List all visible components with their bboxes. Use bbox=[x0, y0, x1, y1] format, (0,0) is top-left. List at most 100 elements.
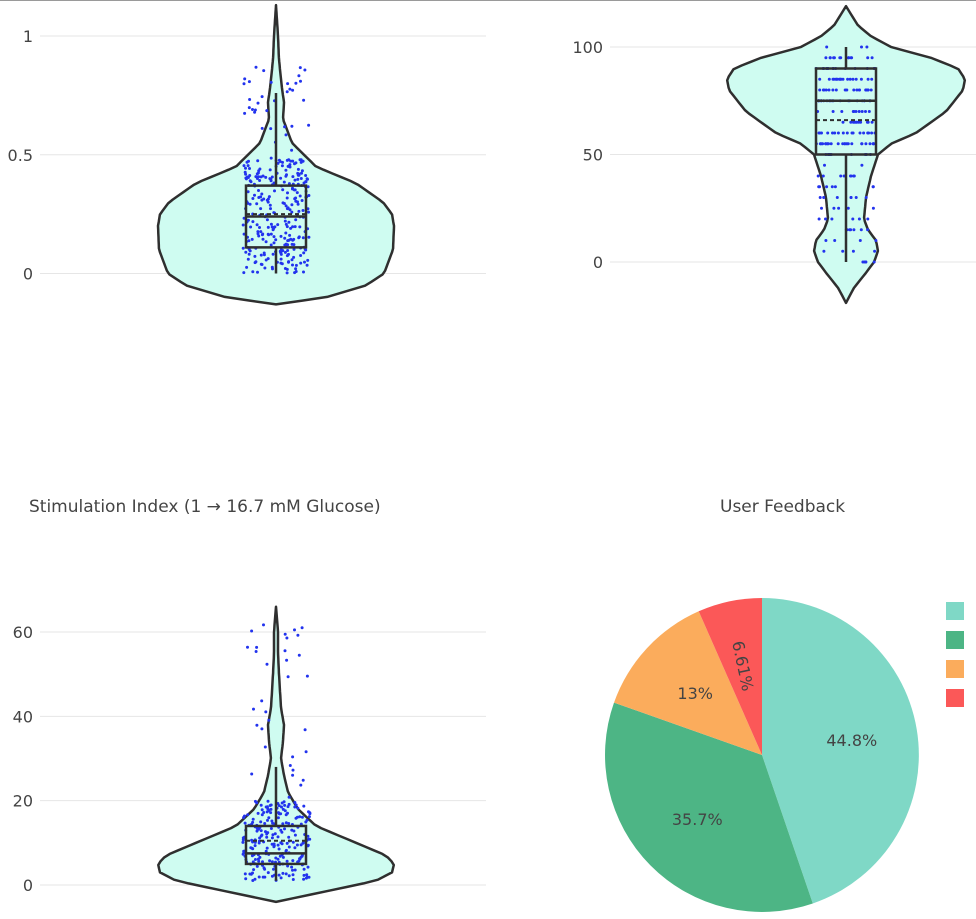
data-point bbox=[871, 185, 875, 189]
data-point bbox=[300, 169, 304, 173]
data-point bbox=[283, 803, 287, 807]
chart-title-stimulation-index: Stimulation Index (1 → 16.7 mM Glucose) bbox=[29, 497, 381, 517]
data-point bbox=[296, 806, 300, 810]
violin-panel-3: 0 20 40 60 bbox=[0, 590, 490, 915]
data-point bbox=[291, 873, 295, 877]
data-point bbox=[251, 108, 254, 111]
data-point bbox=[866, 88, 870, 92]
data-point bbox=[246, 257, 250, 261]
data-point bbox=[253, 877, 257, 881]
data-point bbox=[248, 202, 252, 206]
data-point bbox=[293, 805, 297, 809]
data-point bbox=[284, 813, 288, 817]
data-point bbox=[306, 177, 309, 181]
data-point bbox=[282, 800, 286, 804]
data-point bbox=[865, 120, 869, 124]
data-point bbox=[291, 187, 294, 191]
data-point bbox=[278, 854, 282, 858]
data-point bbox=[302, 270, 305, 274]
data-point bbox=[832, 56, 836, 60]
data-point bbox=[261, 174, 265, 178]
data-point bbox=[296, 633, 300, 637]
data-point bbox=[242, 82, 246, 86]
data-point bbox=[270, 819, 274, 823]
data-point bbox=[264, 710, 268, 714]
data-point bbox=[293, 188, 297, 192]
data-point bbox=[299, 254, 303, 257]
data-point bbox=[249, 180, 253, 184]
data-point bbox=[290, 258, 294, 262]
data-point bbox=[299, 843, 303, 847]
legend-swatch bbox=[946, 631, 964, 649]
data-point bbox=[298, 857, 302, 861]
data-point bbox=[820, 206, 823, 210]
data-point bbox=[260, 126, 264, 130]
data-point bbox=[297, 209, 301, 213]
data-point bbox=[302, 877, 306, 881]
data-point bbox=[285, 196, 289, 200]
data-point bbox=[859, 77, 863, 81]
data-point bbox=[300, 171, 303, 175]
data-point bbox=[263, 867, 267, 871]
data-point bbox=[858, 239, 862, 242]
data-point bbox=[304, 174, 308, 177]
data-point bbox=[256, 230, 260, 234]
data-point bbox=[253, 193, 256, 197]
data-point bbox=[828, 56, 832, 60]
data-point bbox=[299, 783, 303, 787]
data-point bbox=[306, 185, 310, 189]
data-point bbox=[278, 249, 282, 253]
data-point bbox=[872, 260, 876, 264]
data-point bbox=[851, 217, 855, 221]
data-point bbox=[272, 867, 275, 871]
data-point bbox=[273, 189, 276, 193]
data-point bbox=[286, 239, 290, 243]
data-point bbox=[266, 197, 270, 201]
data-point bbox=[246, 813, 250, 817]
data-point bbox=[274, 238, 278, 242]
data-point bbox=[832, 206, 836, 210]
data-point bbox=[293, 271, 297, 275]
data-point bbox=[283, 236, 287, 240]
data-point bbox=[243, 111, 247, 115]
data-point bbox=[860, 45, 863, 49]
data-point bbox=[293, 197, 297, 201]
data-point bbox=[266, 818, 269, 822]
data-point bbox=[816, 174, 820, 178]
data-point bbox=[831, 131, 834, 135]
data-point bbox=[307, 210, 310, 214]
data-point bbox=[269, 807, 273, 811]
data-point bbox=[293, 178, 297, 182]
violin-chart-3: 0 20 40 60 bbox=[13, 605, 486, 904]
data-point bbox=[850, 142, 854, 146]
data-point bbox=[260, 727, 264, 731]
data-point bbox=[297, 235, 301, 239]
data-point bbox=[279, 841, 283, 845]
data-point bbox=[283, 125, 287, 129]
data-point bbox=[299, 79, 302, 83]
data-point bbox=[823, 163, 826, 167]
data-point bbox=[292, 255, 296, 259]
data-point bbox=[274, 856, 278, 860]
data-point bbox=[278, 160, 282, 163]
data-point bbox=[854, 110, 858, 113]
data-point bbox=[292, 247, 296, 251]
data-point bbox=[282, 180, 286, 184]
data-point bbox=[283, 649, 287, 653]
data-point bbox=[829, 142, 833, 146]
data-point bbox=[288, 208, 292, 212]
data-point bbox=[824, 142, 828, 146]
data-point bbox=[303, 68, 307, 72]
data-point bbox=[247, 106, 251, 110]
data-point bbox=[308, 812, 312, 816]
data-point bbox=[305, 873, 309, 877]
data-point bbox=[251, 220, 255, 224]
data-point bbox=[241, 838, 245, 842]
data-point bbox=[251, 860, 255, 864]
data-point bbox=[822, 88, 826, 92]
data-point bbox=[847, 56, 851, 60]
data-point bbox=[287, 845, 291, 849]
pie-slice bbox=[614, 611, 762, 755]
data-point bbox=[281, 160, 284, 164]
data-point bbox=[255, 645, 259, 649]
